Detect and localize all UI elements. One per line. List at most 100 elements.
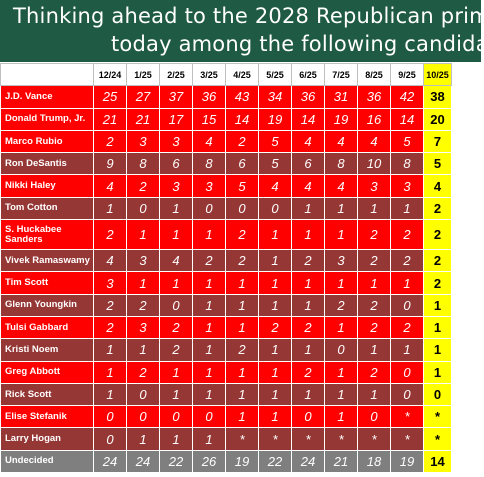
poll-value: 2 xyxy=(357,219,391,251)
poll-value: * xyxy=(291,427,325,451)
column-header: 5/25 xyxy=(258,62,292,87)
poll-value: 0 xyxy=(390,360,424,384)
column-header: 6/25 xyxy=(291,62,325,87)
poll-value: 26 xyxy=(192,449,226,474)
column-header: 12/24 xyxy=(93,62,127,87)
current-value: 2 xyxy=(423,219,452,251)
poll-value: 1 xyxy=(126,219,160,251)
candidate-name: Kristi Noem xyxy=(0,338,94,362)
candidate-name: Tim Scott xyxy=(0,271,94,295)
poll-value: 2 xyxy=(192,249,226,273)
poll-value: 1 xyxy=(192,360,226,384)
candidate-name: Elise Stefanik xyxy=(0,405,94,429)
candidate-name: Rick Scott xyxy=(0,382,94,407)
table-row: Glenn Youngkin 2 2 0 1 1 1 1 2 2 0 1 xyxy=(0,293,452,317)
poll-value: 1 xyxy=(291,271,325,295)
table-row: Rick Scott 1 0 1 1 1 1 1 1 1 0 0 xyxy=(0,382,452,407)
poll-value: 2 xyxy=(225,129,259,154)
candidate-name: S. Huckabee Sanders xyxy=(0,219,94,251)
poll-value: 6 xyxy=(159,152,193,176)
table-row: J.D. Vance 25 27 37 36 43 34 36 31 36 42 38 xyxy=(0,85,452,109)
candidate-name: Tom Cotton xyxy=(0,196,94,221)
current-value: 4 xyxy=(423,174,452,198)
poll-value: 1 xyxy=(93,382,127,407)
poll-value: 1 xyxy=(225,271,259,295)
poll-value: 2 xyxy=(93,315,127,340)
poll-value: 2 xyxy=(390,219,424,251)
poll-value: 1 xyxy=(390,196,424,221)
poll-value: 0 xyxy=(126,382,160,407)
poll-value: 19 xyxy=(225,449,259,474)
poll-value: 3 xyxy=(93,271,127,295)
poll-value: 22 xyxy=(159,449,193,474)
column-header: 7/25 xyxy=(324,62,358,87)
poll-value: 0 xyxy=(258,196,292,221)
poll-value: * xyxy=(390,427,424,451)
current-value: 5 xyxy=(423,152,452,176)
candidate-name: Ron DeSantis xyxy=(0,152,94,176)
poll-value: 4 xyxy=(291,174,325,198)
poll-value: 3 xyxy=(390,174,424,198)
poll-value: 1 xyxy=(390,338,424,362)
poll-value: 2 xyxy=(291,315,325,340)
poll-value: 0 xyxy=(159,293,193,317)
poll-value: * xyxy=(225,427,259,451)
poll-value: 2 xyxy=(126,174,160,198)
poll-value: 22 xyxy=(258,449,292,474)
poll-value: 4 xyxy=(93,174,127,198)
column-header: 2/25 xyxy=(159,62,193,87)
poll-value: 0 xyxy=(225,196,259,221)
current-value: * xyxy=(423,427,452,451)
current-value: 7 xyxy=(423,129,452,154)
poll-value: 36 xyxy=(357,85,391,109)
poll-value: 3 xyxy=(159,129,193,154)
poll-value: 2 xyxy=(126,360,160,384)
poll-value: 36 xyxy=(192,85,226,109)
current-value: 0 xyxy=(423,382,452,407)
candidate-name: Donald Trump, Jr. xyxy=(0,107,94,131)
poll-value: 2 xyxy=(225,219,259,251)
poll-value: 0 xyxy=(390,293,424,317)
poll-value: 36 xyxy=(291,85,325,109)
poll-value: 1 xyxy=(126,271,160,295)
column-header: 4/25 xyxy=(225,62,259,87)
current-value: 1 xyxy=(423,360,452,384)
poll-value: 1 xyxy=(192,293,226,317)
table-body: J.D. Vance 25 27 37 36 43 34 36 31 36 42 38 Donald T… xyxy=(0,85,452,474)
poll-value: 9 xyxy=(93,152,127,176)
poll-value: * xyxy=(258,427,292,451)
poll-value: 0 xyxy=(324,338,358,362)
poll-value: 2 xyxy=(159,338,193,362)
poll-value: 1 xyxy=(357,196,391,221)
poll-value: 19 xyxy=(324,107,358,131)
table-row: Vivek Ramaswamy 4 3 4 2 2 1 2 3 2 2 2 xyxy=(0,249,452,273)
table-row: Undecided 24 24 22 26 19 22 24 21 18 19 14 xyxy=(0,449,452,474)
corner-cell xyxy=(0,62,94,87)
poll-value: 2 xyxy=(159,315,193,340)
poll-value: 2 xyxy=(93,219,127,251)
poll-value: 1 xyxy=(192,219,226,251)
table-row: Tulsi Gabbard 2 3 2 1 1 2 2 1 2 2 1 xyxy=(0,315,452,340)
poll-value: 1 xyxy=(258,271,292,295)
poll-value: 34 xyxy=(258,85,292,109)
table-row: Kristi Noem 1 1 2 1 2 1 1 0 1 1 1 xyxy=(0,338,452,362)
poll-value: 1 xyxy=(225,382,259,407)
poll-value: 1 xyxy=(159,219,193,251)
candidate-name: Nikki Haley xyxy=(0,174,94,198)
poll-value: 1 xyxy=(159,271,193,295)
poll-table: 12/24 1/25 2/25 3/25 4/25 5/25 6/25 7/25 8/25 9/2… xyxy=(0,62,452,474)
poll-value: 24 xyxy=(93,449,127,474)
poll-value: 24 xyxy=(126,449,160,474)
poll-value: 1 xyxy=(159,360,193,384)
poll-value: 42 xyxy=(390,85,424,109)
title-line-2: today among the following candidates, f xyxy=(111,32,484,56)
candidate-name: Undecided xyxy=(0,449,94,474)
candidate-name: Glenn Youngkin xyxy=(0,293,94,317)
poll-value: 4 xyxy=(291,129,325,154)
poll-value: 21 xyxy=(93,107,127,131)
current-value: * xyxy=(423,405,452,429)
poll-value: 4 xyxy=(93,249,127,273)
poll-value: 1 xyxy=(225,405,259,429)
poll-value: 1 xyxy=(159,196,193,221)
poll-value: 1 xyxy=(159,382,193,407)
